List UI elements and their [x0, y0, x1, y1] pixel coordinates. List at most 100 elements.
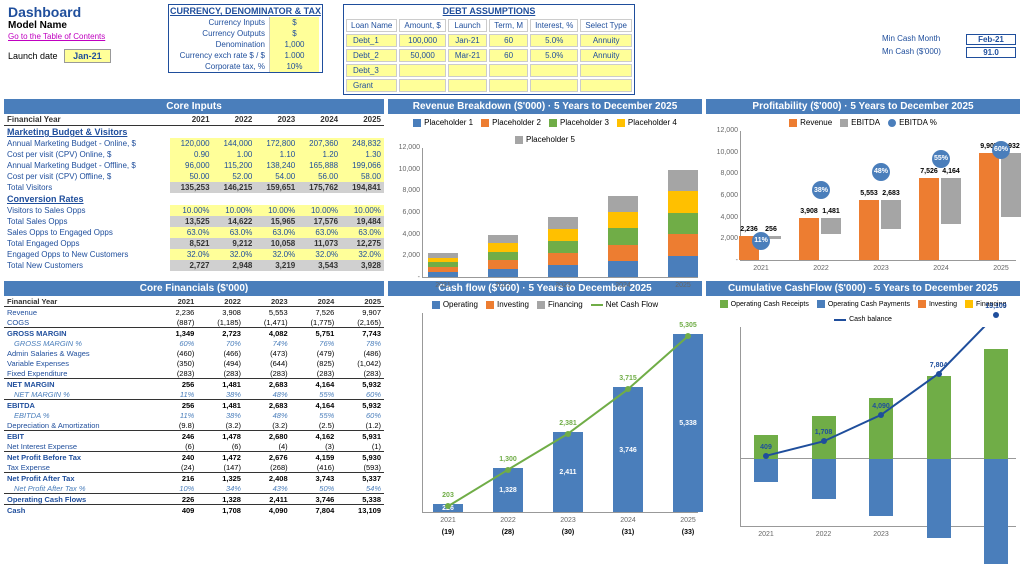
- net-cf-label: 203: [442, 492, 454, 499]
- debt-cell[interactable]: Debt_1: [346, 34, 397, 47]
- y-tick: 10,000: [395, 166, 420, 173]
- debt-cell[interactable]: [580, 79, 632, 92]
- currency-value[interactable]: 1.000: [269, 50, 319, 61]
- cum-payments-bar: [984, 459, 1008, 563]
- marketing-row: Cost per visit (CPV) Offline, $50.0052.0…: [4, 171, 384, 182]
- y-tick: 10,000: [713, 149, 738, 156]
- debt-cell[interactable]: Jan-21: [448, 34, 487, 47]
- y-tick: 12,000: [395, 144, 420, 151]
- ebitda-pct-dot: 11%: [752, 232, 770, 250]
- debt-col: Amount, $: [399, 19, 445, 32]
- legend-item: Investing: [486, 300, 529, 309]
- year-col: 2024: [291, 296, 338, 307]
- financial-row: Net Interest Expense(6)(6)(4)(3)(1): [4, 441, 384, 452]
- debt-row: Debt_1100,000Jan-21605.0%Annuity: [346, 34, 632, 47]
- y-tick: -: [395, 274, 420, 281]
- currency-label: Corporate tax, %: [169, 61, 269, 72]
- year-col: 2021: [170, 114, 213, 126]
- legend-item: Placeholder 5: [515, 135, 575, 144]
- debt-cell[interactable]: [489, 64, 528, 77]
- debt-cell[interactable]: Grant: [346, 79, 397, 92]
- debt-row: Grant: [346, 79, 632, 92]
- launch-value[interactable]: Jan-21: [64, 49, 111, 63]
- debt-cell[interactable]: 5.0%: [530, 34, 578, 47]
- y-tick: -: [713, 257, 738, 264]
- prof-bar-group: 5,553 2,683: [859, 200, 901, 260]
- x-label: 2022: [816, 531, 832, 538]
- financial-row: Operating Cash Flows2261,3282,4113,7465,…: [4, 494, 384, 505]
- debt-cell[interactable]: 100,000: [399, 34, 445, 47]
- year-col: 2023: [244, 296, 291, 307]
- debt-cell[interactable]: 50,000: [399, 49, 445, 62]
- debt-col: Loan Name: [346, 19, 397, 32]
- financial-row: Fixed Expenditure(283)(283)(283)(283)(28…: [4, 368, 384, 379]
- debt-title: DEBT ASSUMPTIONS: [344, 5, 634, 17]
- financial-row: EBITDA2561,4812,6834,1645,932: [4, 400, 384, 411]
- debt-cell[interactable]: [448, 79, 487, 92]
- debt-cell[interactable]: 5.0%: [530, 49, 578, 62]
- currency-block: CURRENCY, DENOMINATOR & TAX Currency Inp…: [168, 4, 323, 73]
- legend-item: EBITDA: [840, 118, 880, 127]
- debt-row: Debt_250,000Mar-21605.0%Annuity: [346, 49, 632, 62]
- y-tick: 8,000: [395, 187, 420, 194]
- financial-row: NET MARGIN %11%38%48%55%60%: [4, 389, 384, 400]
- x-label: 2024: [933, 265, 949, 272]
- year-col: 2022: [197, 296, 244, 307]
- conversion-row: Total Sales Opps13,52514,62215,96517,576…: [4, 216, 384, 227]
- cf-below-label: (28): [502, 529, 514, 536]
- x-label: 2021: [758, 531, 774, 538]
- debt-cell[interactable]: Mar-21: [448, 49, 487, 62]
- cum-payments-bar: [869, 459, 893, 516]
- debt-cell[interactable]: [489, 79, 528, 92]
- legend-item: Operating Cash Payments: [817, 300, 910, 308]
- x-label: 2023: [873, 265, 889, 272]
- debt-cell[interactable]: Debt_3: [346, 64, 397, 77]
- cumulative-header: Cumulative CashFlow ($'000) - 5 Years to…: [706, 281, 1020, 296]
- revenue-chart: Placeholder 1Placeholder 2Placeholder 3P…: [388, 114, 702, 279]
- y-tick: 12,000: [713, 127, 738, 134]
- x-label: 2023: [560, 517, 576, 524]
- legend-item: Operating Cash Receipts: [720, 300, 809, 308]
- debt-cell[interactable]: 60: [489, 49, 528, 62]
- cf-below-label: (19): [442, 529, 454, 536]
- legend-item: Operating: [432, 300, 478, 309]
- debt-cell[interactable]: [399, 79, 445, 92]
- debt-cell[interactable]: [399, 64, 445, 77]
- financial-row: Net Profit Before Tax2401,4722,6764,1595…: [4, 452, 384, 463]
- debt-cell[interactable]: 60: [489, 34, 528, 47]
- debt-cell[interactable]: Annuity: [580, 34, 632, 47]
- y-tick: 6,000: [713, 192, 738, 199]
- x-label: 2025: [675, 282, 691, 289]
- y-tick: 4,000: [395, 231, 420, 238]
- debt-cell[interactable]: Annuity: [580, 49, 632, 62]
- cash-balance-point: [993, 312, 999, 318]
- toc-link[interactable]: Go to the Table of Contents: [8, 32, 105, 41]
- debt-cell[interactable]: [530, 64, 578, 77]
- conversion-row: Engaged Opps to New Customers32.0%32.0%3…: [4, 249, 384, 260]
- debt-cell[interactable]: Debt_2: [346, 49, 397, 62]
- currency-value[interactable]: $: [269, 17, 319, 28]
- net-cf-label: 5,305: [679, 322, 697, 329]
- currency-label: Currency exch rate $ / $: [169, 50, 269, 61]
- net-cf-label: 1,300: [499, 456, 517, 463]
- currency-value[interactable]: 10%: [269, 61, 319, 72]
- stacked-bar: [668, 170, 698, 277]
- model-name: Model Name: [8, 20, 148, 31]
- y-tick: 8,000: [713, 170, 738, 177]
- ebitda-pct-dot: 48%: [872, 163, 890, 181]
- debt-cell[interactable]: [580, 64, 632, 77]
- legend-item: Placeholder 2: [481, 118, 541, 127]
- ebitda-pct-dot: 60%: [992, 141, 1010, 159]
- cash-balance-point: [936, 371, 942, 377]
- debt-cell[interactable]: [530, 79, 578, 92]
- financial-row: GROSS MARGIN %60%70%74%76%78%: [4, 338, 384, 348]
- cum-payments-bar: [812, 459, 836, 499]
- cash-balance-label: 13,109: [985, 303, 1006, 310]
- currency-value[interactable]: 1,000: [269, 39, 319, 50]
- financial-row: EBITDA %11%38%48%55%60%: [4, 410, 384, 420]
- currency-value[interactable]: $: [269, 28, 319, 39]
- net-cf-point: [445, 503, 451, 509]
- financial-row: Cash4091,7084,0907,80413,109: [4, 505, 384, 516]
- cf-below-label: (31): [622, 529, 634, 536]
- debt-cell[interactable]: [448, 64, 487, 77]
